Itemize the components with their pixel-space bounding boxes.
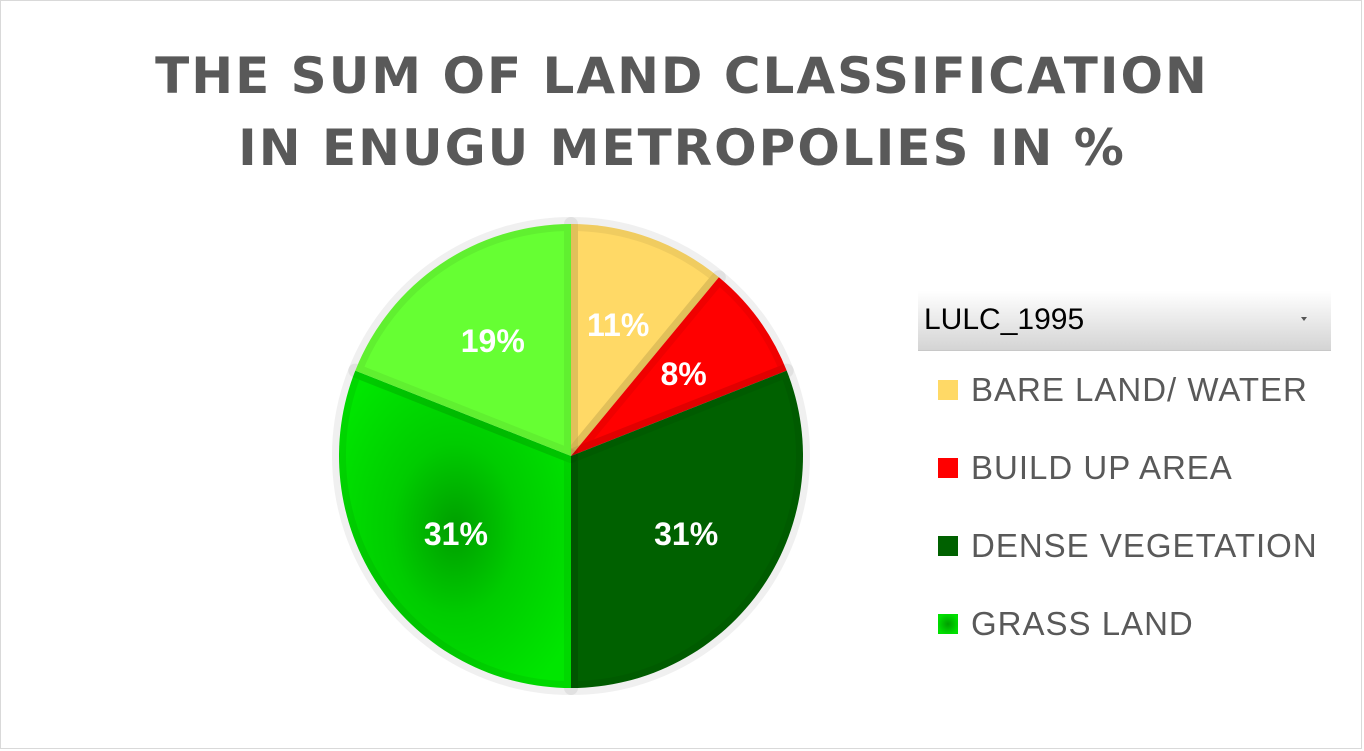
legend-item-dense-vegetation[interactable]: DENSE VEGETATION <box>938 526 1338 566</box>
chart-title: THE SUM OF LAND CLASSIFICATION IN ENUGU … <box>0 40 1364 184</box>
chart-title-line-1: THE SUM OF LAND CLASSIFICATION <box>155 47 1209 105</box>
legend-swatch-dense-vegetation <box>938 536 958 556</box>
legend-swatch-build-up-area <box>938 458 958 478</box>
chart-title-line-2: IN ENUGU METROPOLIES IN % <box>238 119 1126 177</box>
legend-swatch-grass-land <box>938 614 958 634</box>
data-label-unlabeled: 19% <box>461 323 525 359</box>
pie-slice-bare-land-water[interactable] <box>564 217 726 463</box>
pie-slice-build-up-area[interactable] <box>564 270 794 463</box>
lulc-field-button[interactable]: LULC_1995 <box>918 291 1331 351</box>
data-label-grass-land: 31% <box>424 516 488 552</box>
legend-label-dense-vegetation: DENSE VEGETATION <box>971 527 1318 564</box>
data-label-build-up-area: 8% <box>660 356 706 392</box>
field-button-label: LULC_1995 <box>924 303 1085 336</box>
legend-item-bare-land[interactable]: BARE LAND/ WATER <box>938 370 1338 410</box>
legend-swatch-bare-land <box>938 380 958 400</box>
pie-slice-unlabeled[interactable] <box>348 217 578 463</box>
pie-slice-grass-land[interactable] <box>332 363 578 695</box>
legend-label-grass-land: GRASS LAND <box>971 605 1194 642</box>
data-label-bare-land-water: 11% <box>587 307 649 343</box>
pie-slice-dense-vegetation[interactable] <box>564 363 810 695</box>
legend-label-bare-land: BARE LAND/ WATER <box>971 371 1308 408</box>
legend-item-build-up-area[interactable]: BUILD UP AREA <box>938 448 1338 488</box>
legend-item-grass-land[interactable]: GRASS LAND <box>938 604 1338 644</box>
legend-label-build-up-area: BUILD UP AREA <box>971 449 1233 486</box>
data-label-dense-vegetation: 31% <box>654 516 718 552</box>
dropdown-arrow-icon[interactable] <box>1301 317 1307 321</box>
